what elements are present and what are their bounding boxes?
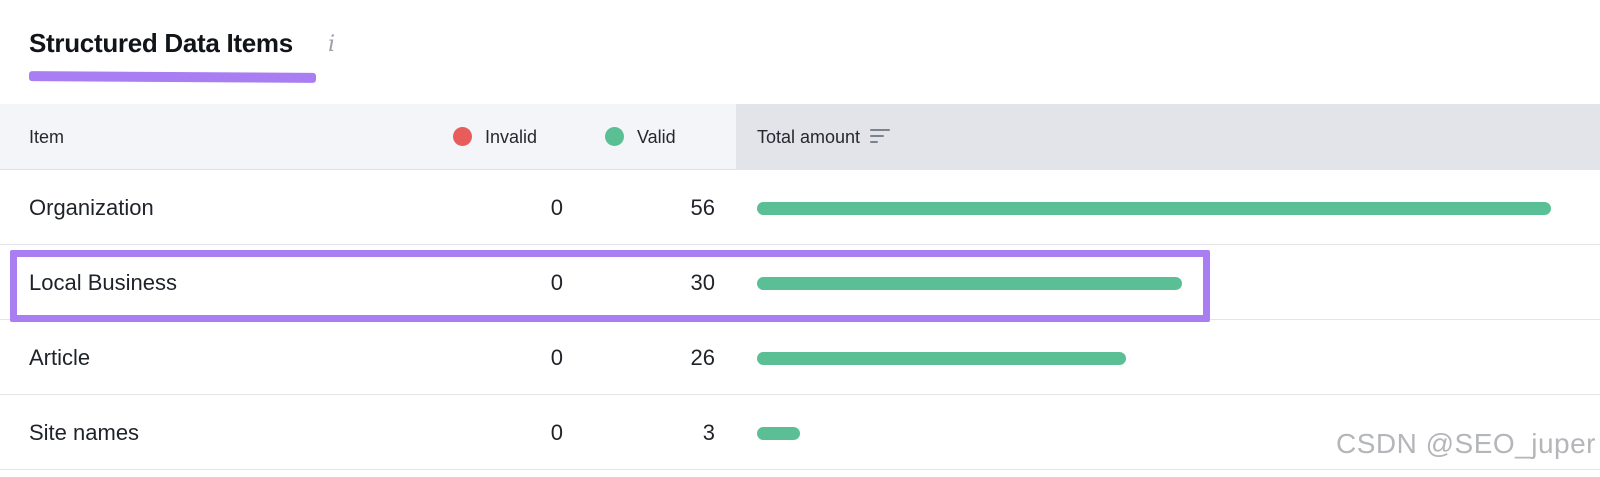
row-item-name: Site names xyxy=(29,420,140,445)
column-header-valid[interactable]: Valid xyxy=(605,104,676,170)
sort-icon[interactable] xyxy=(870,127,891,145)
row-invalid-count: 0 xyxy=(550,270,563,295)
section-title: Structured Data Items xyxy=(29,28,293,58)
info-icon[interactable]: i xyxy=(328,32,336,57)
column-header-invalid-label: Invalid xyxy=(485,127,538,147)
row-invalid-count: 0 xyxy=(550,420,563,445)
total-column-header-bg xyxy=(736,104,1600,170)
table-row[interactable]: Organization 0 56 xyxy=(0,170,1600,245)
total-bar xyxy=(757,202,1551,215)
column-header-invalid[interactable]: Invalid xyxy=(453,104,537,170)
row-invalid-count: 0 xyxy=(550,345,563,370)
table-row[interactable]: Local Business 0 30 xyxy=(0,245,1600,320)
valid-dot-icon xyxy=(605,127,624,146)
column-header-valid-label: Valid xyxy=(637,127,676,147)
column-header-total-label: Total amount xyxy=(757,127,861,147)
total-bar xyxy=(757,277,1183,290)
row-valid-count: 56 xyxy=(690,195,715,220)
total-bar-track xyxy=(757,427,1565,440)
row-valid-count: 30 xyxy=(690,270,715,295)
table-header: Item Invalid Valid Total amount xyxy=(0,104,1600,170)
row-item-name: Article xyxy=(29,345,91,370)
total-bar xyxy=(757,427,800,440)
row-invalid-count: 0 xyxy=(550,195,563,220)
column-header-item[interactable]: Item xyxy=(29,127,65,147)
table-row[interactable]: Article 0 26 xyxy=(0,320,1600,395)
total-bar xyxy=(757,352,1126,365)
total-bar-track xyxy=(757,277,1565,290)
row-valid-count: 26 xyxy=(690,345,715,370)
table-row[interactable]: Site names 0 3 xyxy=(0,395,1600,470)
total-bar-track xyxy=(757,352,1565,365)
total-bar-track xyxy=(757,202,1565,215)
row-item-name: Organization xyxy=(29,195,154,220)
row-valid-count: 3 xyxy=(702,420,715,445)
structured-data-table: Item Invalid Valid Total amount Organiza… xyxy=(0,104,1600,470)
watermark: CSDN @SEO_juper xyxy=(1335,428,1596,459)
row-item-name: Local Business xyxy=(29,270,177,295)
title-underline-highlight xyxy=(28,71,317,83)
invalid-dot-icon xyxy=(453,127,472,146)
section-header: Structured Data Items i xyxy=(0,0,1600,104)
column-header-total[interactable]: Total amount xyxy=(757,104,891,170)
